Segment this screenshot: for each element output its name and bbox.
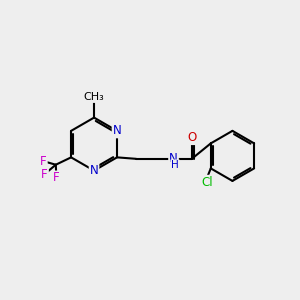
Text: H: H bbox=[171, 160, 179, 170]
Text: Cl: Cl bbox=[201, 176, 213, 189]
Text: F: F bbox=[40, 155, 47, 168]
Text: N: N bbox=[112, 124, 122, 137]
Text: CH₃: CH₃ bbox=[84, 92, 104, 102]
Text: N: N bbox=[169, 152, 178, 165]
Text: N: N bbox=[90, 164, 98, 177]
Text: F: F bbox=[41, 168, 48, 181]
Text: O: O bbox=[187, 131, 196, 144]
Text: F: F bbox=[53, 172, 60, 184]
